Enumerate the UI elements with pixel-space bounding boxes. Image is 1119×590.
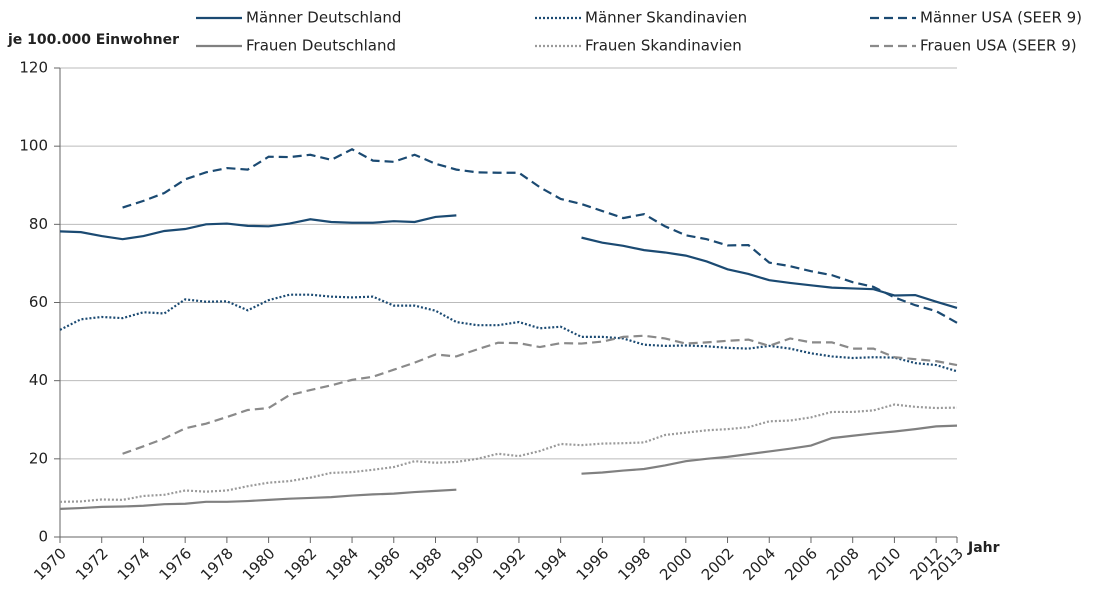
- x-tick-label: 1998: [614, 544, 654, 584]
- x-tick-label: 2004: [740, 544, 780, 584]
- legend-label: Frauen Skandinavien: [585, 37, 742, 55]
- legend-label: Frauen USA (SEER 9): [920, 37, 1077, 55]
- x-tick-label: 2008: [823, 544, 863, 584]
- y-tick-label: 60: [29, 293, 48, 311]
- x-tick-label: 1994: [531, 544, 571, 584]
- y-axis-label: je 100.000 Einwohner: [7, 32, 179, 48]
- legend-label: Männer Skandinavien: [585, 9, 747, 27]
- x-tick-label: 1976: [155, 544, 195, 584]
- y-tick-label: 100: [19, 137, 48, 155]
- x-tick-label: 1984: [322, 544, 362, 584]
- series-line: [59, 293, 958, 373]
- x-tick-label: 2010: [865, 544, 905, 584]
- series-line: [59, 403, 958, 503]
- legend-label: Männer USA (SEER 9): [920, 9, 1082, 27]
- x-axis-label: Jahr: [967, 540, 1000, 556]
- legend-label: Männer Deutschland: [246, 9, 401, 27]
- x-tick-label: 1980: [239, 544, 279, 584]
- x-tick-label: 1974: [114, 544, 154, 584]
- x-tick-label: 1982: [281, 544, 321, 584]
- series-line: [122, 334, 958, 455]
- x-tick-label: 1970: [30, 544, 70, 584]
- series-line: [59, 214, 958, 310]
- x-tick-label: 1990: [447, 544, 487, 584]
- x-tick-label: 1986: [364, 544, 404, 584]
- y-tick-label: 0: [38, 528, 48, 546]
- legend-label: Frauen Deutschland: [246, 37, 396, 55]
- x-tick-label: 1996: [573, 544, 613, 584]
- x-tick-label: 1992: [489, 544, 529, 584]
- y-tick-label: 40: [29, 371, 48, 389]
- x-tick-label: 2000: [656, 544, 696, 584]
- x-tick-label: 1988: [406, 544, 446, 584]
- series-line: [59, 424, 958, 510]
- x-tick-label: 2006: [781, 544, 821, 584]
- y-tick-label: 120: [19, 59, 48, 77]
- y-tick-label: 80: [29, 215, 48, 233]
- x-tick-label: 2002: [698, 544, 738, 584]
- y-tick-label: 20: [29, 449, 48, 467]
- x-tick-label: 1978: [197, 544, 237, 584]
- x-tick-label: 1972: [72, 544, 112, 584]
- series-line: [122, 148, 958, 324]
